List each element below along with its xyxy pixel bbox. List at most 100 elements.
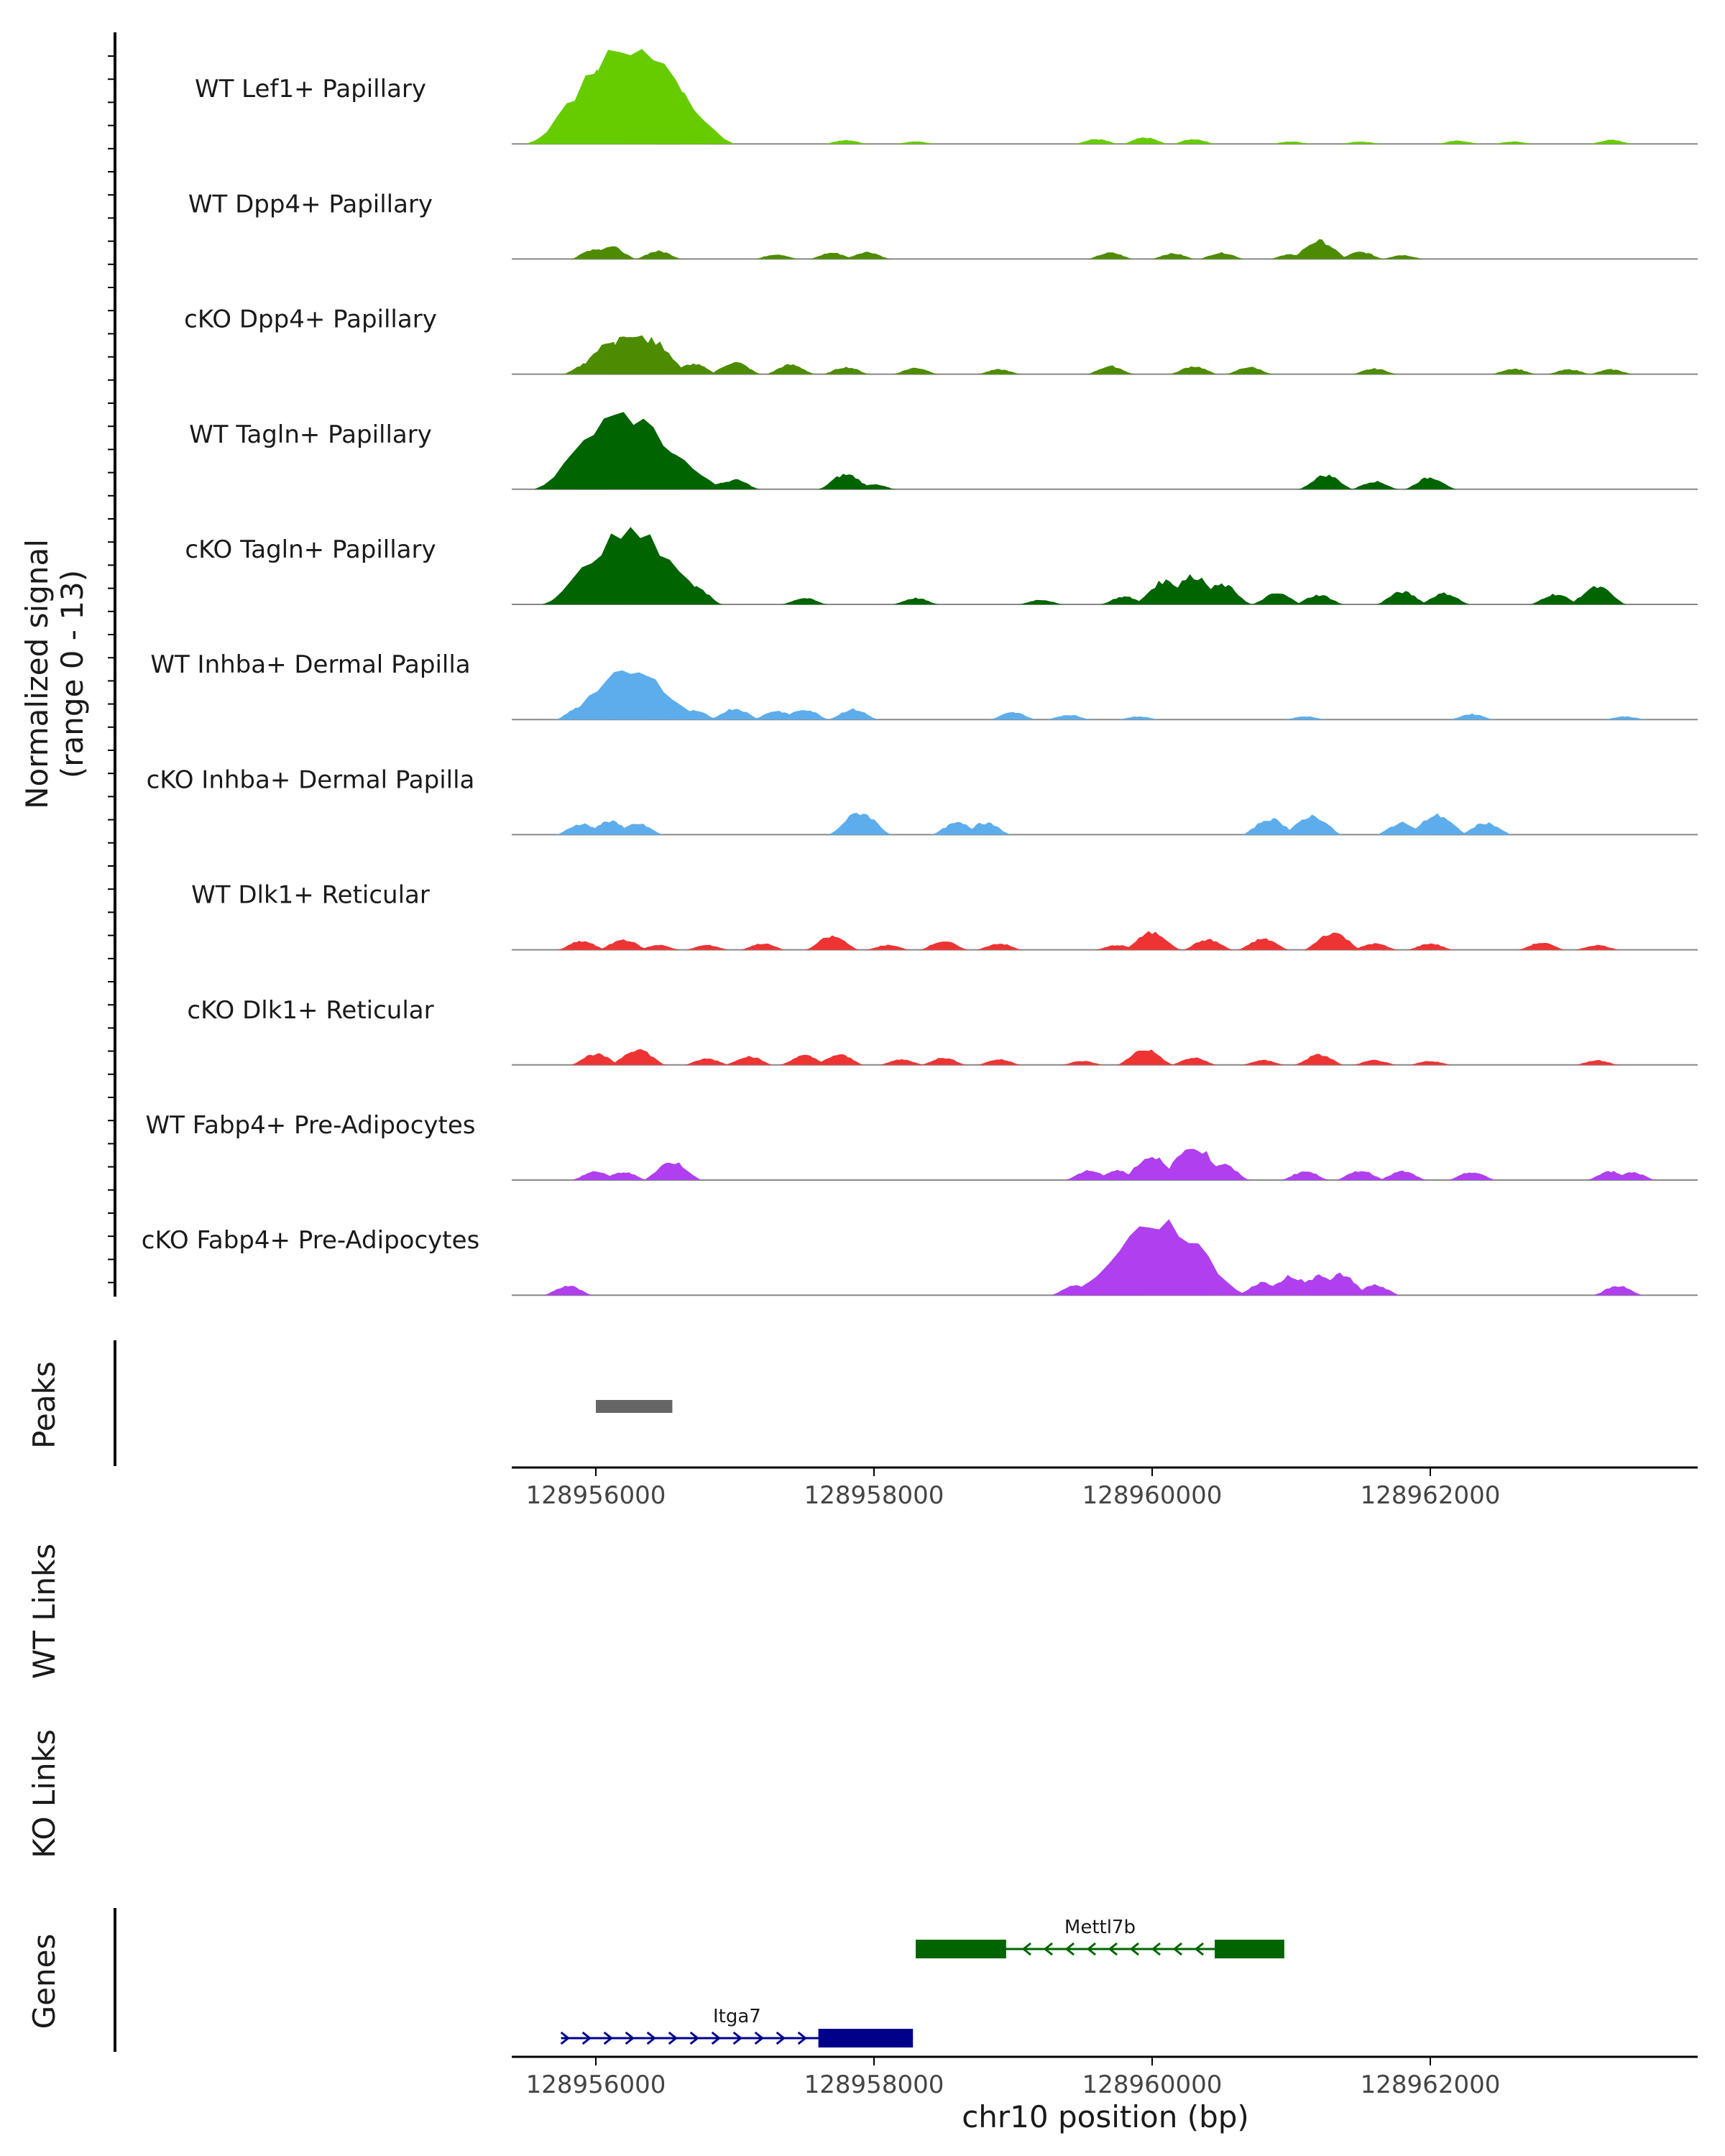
coverage-peak — [1448, 713, 1496, 720]
coverage-peak — [1351, 368, 1398, 374]
track-label: cKO Dpp4+ Papillary — [184, 305, 437, 334]
coverage-peak — [1109, 1256, 1251, 1296]
strand-chevron — [1194, 1942, 1204, 1956]
coverage-peak — [1171, 139, 1217, 144]
links-track-label: WT Links — [27, 1544, 62, 1679]
coverage-peak — [1225, 367, 1274, 374]
coverage-peak — [557, 941, 607, 950]
coverage-peak — [1198, 252, 1246, 259]
coverage-peak — [1418, 592, 1471, 604]
coverage-peak — [894, 141, 937, 144]
genes-x-tick-label: 128958000 — [804, 2070, 944, 2099]
coverage-peak — [1404, 477, 1457, 489]
coverage-peak — [1593, 1286, 1644, 1296]
gene-exon — [818, 2029, 914, 2047]
strand-chevron — [1064, 1942, 1075, 1956]
coverage-peak — [1603, 716, 1647, 720]
coverage-peak — [842, 252, 891, 259]
coverage-peak — [663, 586, 723, 604]
coverage-peak — [684, 1058, 731, 1065]
coverage-panel: WT Lef1+ Papillary WT Dpp4+ Papillary cKO … — [108, 32, 1698, 1297]
coverage-peak — [1490, 368, 1537, 374]
coverage-peak — [1375, 591, 1430, 604]
strand-chevron — [1086, 1942, 1096, 1956]
track-7: WT Dlk1+ Reticular — [191, 881, 1698, 951]
strand-chevron — [581, 2031, 592, 2045]
coverage-peak — [1293, 1054, 1345, 1065]
coverage-peak — [609, 1049, 666, 1065]
coverage-peak — [709, 709, 761, 720]
coverage-peak — [822, 367, 870, 374]
coverage-peak — [779, 1054, 830, 1065]
coverage-peak — [919, 941, 969, 950]
coverage-peak — [976, 1059, 1023, 1065]
coverage-peak — [1149, 253, 1197, 259]
coverage-peak — [1574, 1060, 1620, 1065]
genes-x-tick-label: 128956000 — [526, 2070, 666, 2099]
coverage-peak — [878, 1059, 925, 1065]
genes-x-tick-label: 128960000 — [1082, 2070, 1223, 2099]
coverage-peak — [1060, 1061, 1105, 1065]
coverage-peak — [1448, 1172, 1497, 1180]
coverage-peak — [1303, 932, 1363, 950]
gene-exon — [916, 1940, 1006, 1958]
coverage-peak — [642, 1162, 703, 1180]
coverage-peak — [817, 474, 875, 489]
coverage-peak — [1086, 365, 1135, 374]
track-label: WT Dlk1+ Reticular — [191, 881, 430, 910]
coverage-peak — [1121, 137, 1169, 144]
strand-chevron — [754, 2031, 765, 2045]
x-axis-label: chr10 position (bp) — [962, 2099, 1249, 2134]
coverage-peak — [1407, 943, 1454, 950]
coverage-peak — [1546, 369, 1593, 374]
coverage-peak — [754, 254, 800, 259]
coverage-peak — [634, 468, 696, 489]
y-axis-label-group: Normalized signal (range 0 - 13) — [19, 539, 90, 809]
coverage-peak — [1116, 716, 1161, 720]
peaks-track-label: Peaks — [27, 1361, 62, 1449]
track-5: WT Inhba+ Dermal Papilla — [150, 650, 1698, 721]
coverage-peak — [1380, 254, 1425, 259]
coverage-peak — [1406, 813, 1468, 835]
coverage-peak — [919, 1058, 968, 1065]
track-6: cKO Inhba+ Dermal Papilla — [147, 765, 1698, 836]
strand-chevron — [1129, 1942, 1139, 1956]
coverage-peak — [804, 935, 860, 950]
coverage-peak — [569, 1053, 622, 1065]
track-label: WT Tagln+ Papillary — [189, 420, 432, 449]
peak-region — [596, 1400, 673, 1413]
strand-chevron — [689, 2031, 700, 2045]
coverage-peak — [976, 369, 1022, 374]
y-axis-label-range: (range 0 - 13) — [55, 570, 90, 778]
coverage-peak — [724, 1056, 774, 1065]
coverage-peak — [1459, 822, 1513, 835]
coverage-peak — [1122, 931, 1182, 950]
coverage-peak — [1269, 142, 1313, 144]
coverage-peak — [1237, 938, 1290, 950]
coverage-peak — [1335, 1171, 1386, 1180]
coverage-peak — [1241, 818, 1300, 835]
coverage-peak — [1169, 366, 1219, 374]
gene-label: Mettl7b — [1064, 1917, 1136, 1938]
coverage-peak — [709, 479, 760, 489]
genes-panel: Genes Mettl7b Itga7 128956000 128958000 12896… — [27, 1908, 1698, 2099]
coverage-peak — [1282, 814, 1343, 835]
coverage-peak — [1517, 943, 1566, 950]
track-label: cKO Fabp4+ Pre-Adipocytes — [142, 1226, 480, 1255]
gene-exon — [1215, 1940, 1284, 1958]
strand-chevron — [797, 2031, 808, 2045]
coverage-peak — [1182, 939, 1234, 950]
coverage-peak — [684, 944, 730, 950]
coverage-peak — [1336, 252, 1385, 259]
coverage-peak — [1241, 1059, 1287, 1065]
links-panel: WT Links KO Links — [27, 1544, 62, 1858]
coverage-peak — [739, 943, 786, 950]
coverage-peak — [1190, 583, 1253, 604]
coverage-peak — [1046, 714, 1092, 720]
y-axis-label: Normalized signal — [19, 539, 55, 809]
peaks-x-tick-label: 128956000 — [526, 1481, 666, 1510]
track-4: cKO Tagln+ Papillary — [185, 527, 1698, 605]
coverage-peak — [824, 139, 869, 144]
coverage-peak — [611, 824, 664, 835]
